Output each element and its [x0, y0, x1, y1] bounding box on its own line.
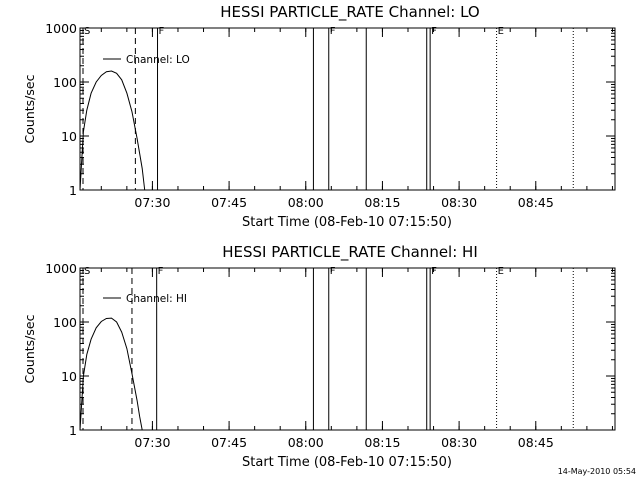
- x-tick-label: 08:15: [364, 195, 400, 210]
- y-tick-label: 1000: [45, 21, 77, 36]
- legend-label: Channel: HI: [126, 293, 187, 305]
- x-tick-label: 08:15: [364, 435, 400, 450]
- event-marker-label: S: [84, 266, 90, 277]
- chart-title: HESSI PARTICLE_RATE Channel: HI: [222, 243, 478, 262]
- x-tick-label: 08:00: [288, 435, 324, 450]
- plot-frame: [79, 27, 616, 191]
- legend: Channel: HI: [103, 293, 187, 305]
- chart-panel-hi: HESSI PARTICLE_RATE Channel: HI 1 10 100 10…: [22, 243, 616, 470]
- y-axis: 1 10 100 1000: [45, 261, 615, 438]
- x-tick-label: 07:45: [211, 435, 247, 450]
- chart-title: HESSI PARTICLE_RATE Channel: LO: [220, 3, 479, 22]
- y-tick-label: 1: [69, 183, 77, 198]
- event-marker-label: F: [431, 266, 437, 277]
- event-marker-label: F: [330, 26, 336, 37]
- event-marker-label: E: [498, 266, 504, 277]
- x-axis-label: Start Time (08-Feb-10 07:15:50): [242, 455, 452, 470]
- plot-frame: [79, 267, 616, 431]
- x-axis-label: Start Time (08-Feb-10 07:15:50): [242, 215, 452, 230]
- event-marker-label: F: [330, 266, 336, 277]
- x-tick-label: 08:45: [518, 435, 554, 450]
- x-axis: 07:30 07:45 08:00 08:15 08:30 08:45: [100, 268, 613, 450]
- x-tick-label: 08:45: [518, 195, 554, 210]
- x-tick-label: 07:30: [134, 435, 170, 450]
- legend-label: Channel: LO: [126, 54, 190, 66]
- y-tick-label: 100: [53, 315, 77, 330]
- y-tick-label: 1000: [45, 261, 77, 276]
- x-tick-label: 08:00: [288, 195, 324, 210]
- event-marker-label: E: [498, 26, 504, 37]
- x-tick-label: 07:45: [211, 195, 247, 210]
- event-marker-label: S: [84, 26, 90, 37]
- series-line: [79, 317, 143, 431]
- event-marker-label: F: [158, 266, 164, 277]
- x-axis: 07:30 07:45 08:00 08:15 08:30 08:45: [100, 28, 613, 210]
- footer-timestamp: 14-May-2010 05:54: [557, 467, 636, 476]
- series-line: [79, 70, 146, 191]
- y-tick-label: 100: [53, 75, 77, 90]
- y-axis-label: Counts/sec: [22, 74, 37, 143]
- chart-panel-lo: HESSI PARTICLE_RATE Channel: LO 1 10 100 10…: [22, 3, 616, 230]
- event-marker-label: F: [159, 26, 165, 37]
- legend: Channel: LO: [103, 54, 190, 66]
- y-axis-label: Counts/sec: [22, 314, 37, 383]
- series-layer: [79, 317, 143, 431]
- y-tick-label: 10: [61, 129, 77, 144]
- x-tick-label: 08:30: [441, 435, 477, 450]
- series-layer: [79, 70, 146, 191]
- x-tick-label: 07:30: [134, 195, 170, 210]
- y-tick-label: 1: [69, 423, 77, 438]
- event-marker-label: F: [431, 26, 437, 37]
- y-tick-label: 10: [61, 369, 77, 384]
- x-tick-label: 08:30: [441, 195, 477, 210]
